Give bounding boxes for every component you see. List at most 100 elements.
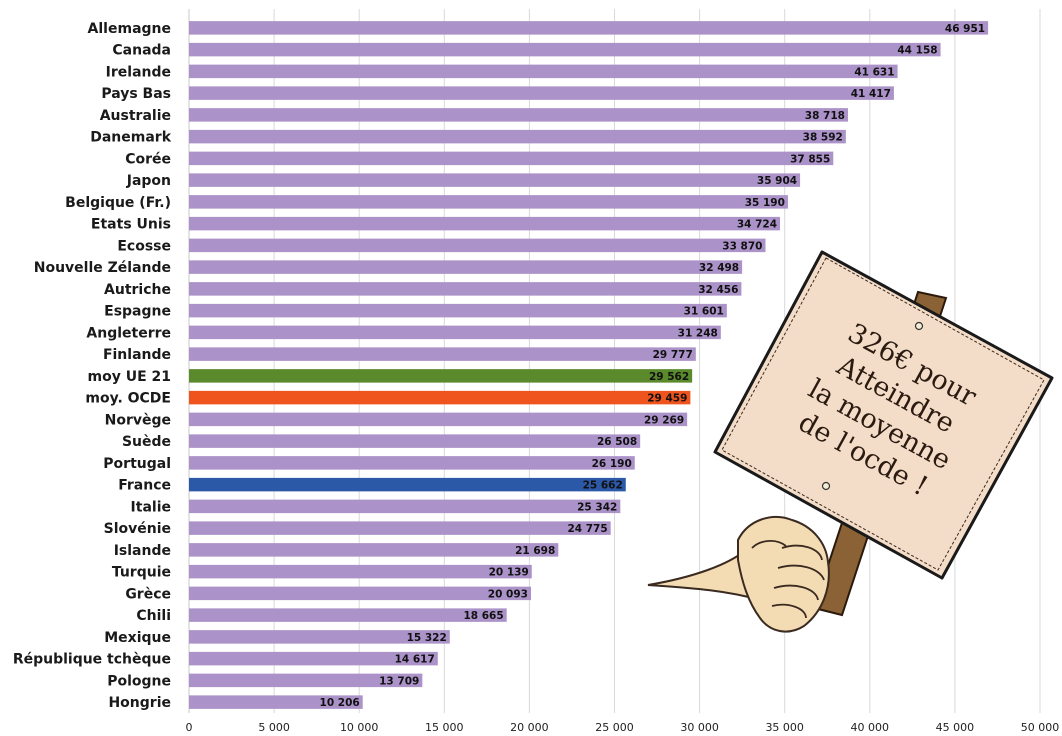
x-tick-label: 25 000 bbox=[595, 721, 634, 734]
value-label: 44 158 bbox=[897, 45, 937, 57]
x-tick-label: 15 000 bbox=[425, 721, 464, 734]
value-label: 14 617 bbox=[395, 654, 435, 666]
bar bbox=[189, 369, 693, 383]
x-tick-label: 30 000 bbox=[680, 721, 719, 734]
category-label: Chili bbox=[136, 608, 171, 624]
category-label: Japon bbox=[126, 173, 171, 189]
category-label: Suède bbox=[122, 434, 171, 450]
bar bbox=[189, 282, 742, 296]
bar bbox=[189, 21, 989, 35]
bar bbox=[189, 456, 635, 470]
category-label: France bbox=[118, 478, 171, 494]
value-label: 32 456 bbox=[698, 284, 738, 296]
sign-board-rough-edge bbox=[721, 257, 1045, 571]
value-label: 41 417 bbox=[851, 88, 891, 100]
x-tick-label: 10 000 bbox=[340, 721, 379, 734]
category-label: Danemark bbox=[90, 130, 171, 146]
value-label: 26 190 bbox=[592, 458, 632, 470]
value-label: 29 562 bbox=[649, 371, 689, 383]
bar bbox=[189, 434, 641, 448]
bar bbox=[189, 173, 801, 187]
hand-thumb bbox=[751, 540, 787, 549]
value-label: 21 698 bbox=[515, 545, 555, 557]
hand-finger bbox=[771, 603, 807, 619]
bar bbox=[189, 86, 894, 100]
category-label: Belgique (Fr.) bbox=[65, 195, 171, 211]
value-label: 32 498 bbox=[699, 262, 739, 274]
x-tick-label: 35 000 bbox=[765, 721, 804, 734]
value-label: 10 206 bbox=[320, 697, 360, 709]
value-label: 29 777 bbox=[653, 349, 693, 361]
category-label: moy UE 21 bbox=[88, 369, 172, 385]
bar bbox=[189, 543, 559, 557]
bar bbox=[189, 129, 846, 144]
bar bbox=[189, 499, 621, 514]
bar bbox=[189, 412, 688, 427]
value-label: 25 662 bbox=[583, 480, 623, 492]
category-labels: Allemagne Canada Irelande Pays Bas Australie… bbox=[13, 21, 172, 711]
value-label: 46 951 bbox=[945, 23, 985, 35]
hand-icon bbox=[737, 515, 830, 633]
bars bbox=[189, 21, 989, 709]
bar bbox=[189, 151, 834, 166]
value-label: 20 093 bbox=[488, 588, 528, 600]
category-label: Etats Unis bbox=[91, 217, 171, 233]
category-label: Slovénie bbox=[104, 521, 171, 537]
bar bbox=[189, 108, 848, 122]
bar bbox=[189, 564, 532, 579]
nail-icon bbox=[914, 321, 924, 331]
bar bbox=[189, 325, 721, 340]
x-tick-label: 45 000 bbox=[936, 721, 975, 734]
category-label: Norvège bbox=[105, 412, 171, 428]
category-label: Pologne bbox=[107, 673, 171, 689]
x-tick-label: 20 000 bbox=[510, 721, 549, 734]
sign-board bbox=[713, 250, 1054, 580]
category-label: République tchèque bbox=[13, 652, 171, 668]
bar bbox=[189, 608, 507, 622]
x-tick-label: 5 000 bbox=[258, 721, 290, 734]
value-label: 31 248 bbox=[678, 327, 718, 339]
bar bbox=[189, 195, 788, 209]
category-label: Hongrie bbox=[108, 695, 171, 711]
bar bbox=[189, 390, 691, 405]
hand-finger bbox=[773, 584, 819, 601]
x-tick-label: 50 000 bbox=[1021, 721, 1060, 734]
value-label: 18 665 bbox=[463, 610, 503, 622]
bar bbox=[189, 586, 531, 601]
bar bbox=[189, 216, 781, 231]
bar bbox=[189, 695, 363, 709]
hand-finger bbox=[781, 544, 823, 561]
value-label: 41 631 bbox=[854, 66, 894, 78]
value-label: 15 322 bbox=[407, 632, 447, 644]
category-label: Ecosse bbox=[117, 238, 171, 254]
value-label: 33 870 bbox=[722, 240, 762, 252]
value-label: 35 190 bbox=[745, 197, 785, 209]
category-label: Corée bbox=[125, 151, 171, 167]
value-label: 13 709 bbox=[379, 675, 419, 687]
bar bbox=[189, 630, 450, 644]
category-label: Pays Bas bbox=[101, 86, 171, 102]
category-label: Allemagne bbox=[88, 21, 171, 37]
bar bbox=[189, 521, 611, 535]
value-label: 34 724 bbox=[737, 219, 777, 231]
value-label: 31 601 bbox=[684, 306, 724, 318]
bar bbox=[189, 673, 423, 688]
value-label: 20 139 bbox=[489, 567, 529, 579]
category-label: Portugal bbox=[103, 456, 171, 472]
bar bbox=[189, 238, 766, 253]
x-axis-ticks: 0 5 000 10 000 15 000 20 000 25 000 30 000 35 0… bbox=[186, 721, 1060, 734]
x-tick-label: 40 000 bbox=[851, 721, 890, 734]
category-label: Nouvelle Zélande bbox=[34, 260, 171, 276]
bar bbox=[189, 303, 727, 318]
category-label: Australie bbox=[100, 108, 171, 124]
bar bbox=[189, 477, 626, 492]
bar bbox=[189, 260, 743, 274]
category-label: Canada bbox=[112, 43, 171, 59]
category-label: Mexique bbox=[104, 630, 171, 646]
category-label: Italie bbox=[131, 499, 171, 515]
category-label: Islande bbox=[114, 543, 171, 559]
bar bbox=[189, 64, 898, 79]
